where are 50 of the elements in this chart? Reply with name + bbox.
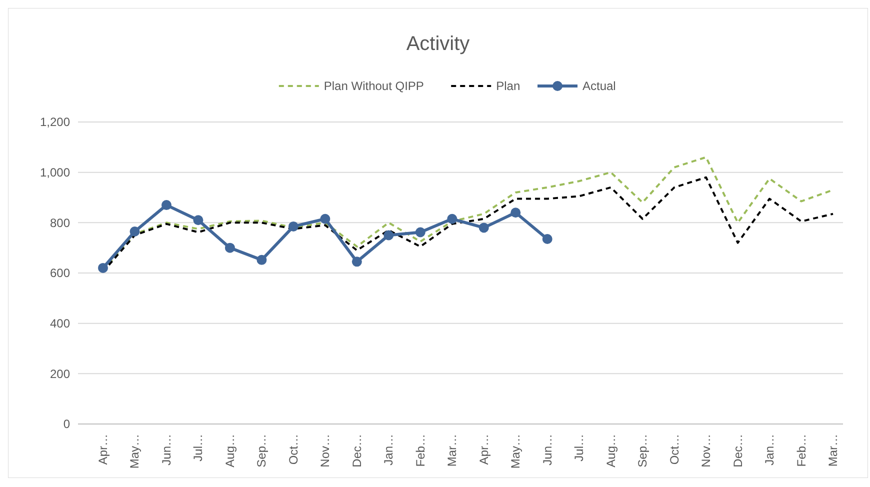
x-tick-label: Aug… [604,434,618,468]
point [98,262,108,273]
x-tick-label: Oct… [667,434,682,465]
legend-label: Actual [582,79,616,94]
point [415,227,426,238]
point [320,214,330,224]
x-tick-label: Dec… [730,434,745,468]
x-tick-label: Oct… [286,434,300,465]
point [161,200,172,210]
point [542,234,552,244]
x-tick-label: Sep… [254,434,269,468]
x-tick-label: Feb… [794,434,808,467]
point [256,254,267,265]
x-tick-label: Jan… [382,434,396,466]
point [288,221,298,232]
x-tick-label: Apr… [96,434,110,465]
x-tick-label: Feb… [413,434,428,467]
point [352,256,362,267]
y-tick-label: 0 [63,417,70,432]
y-tick-label: 400 [50,316,70,331]
x-tick-label: Nov… [318,434,332,468]
y-tick-label: 800 [50,216,70,230]
y-tick-label: 1,200 [40,115,70,130]
chart-title: Activity [406,33,470,55]
point [193,215,204,226]
x-tick-label: Nov… [699,434,714,468]
x-tick-label: May… [508,434,523,469]
x-tick-label: Jul… [191,434,206,462]
x-tick-label: May… [128,434,142,469]
y-tick-label: 600 [50,266,70,280]
point [130,226,140,236]
y-tick-label: 200 [50,366,70,381]
x-tick-label: Mar… [826,434,840,467]
x-tick-label: Jun… [159,434,174,466]
point [447,214,458,224]
x-tick-label: Aug… [222,434,237,468]
x-tick-label: Apr… [476,434,491,465]
x-tick-label: Dec… [350,434,364,468]
point [478,222,489,233]
x-tick-label: Jan… [762,434,777,466]
x-tick-label: Jun… [540,434,554,466]
x-tick-label: Mar… [445,434,460,467]
point [384,230,394,240]
point [510,208,521,218]
legend-label: Plan [496,79,520,94]
legend-label: Plan Without QIPP [324,79,424,94]
y-tick-label: 1,000 [40,166,70,180]
x-tick-label: Jul… [572,434,586,462]
point [224,242,235,253]
x-tick-label: Sep… [636,434,650,468]
